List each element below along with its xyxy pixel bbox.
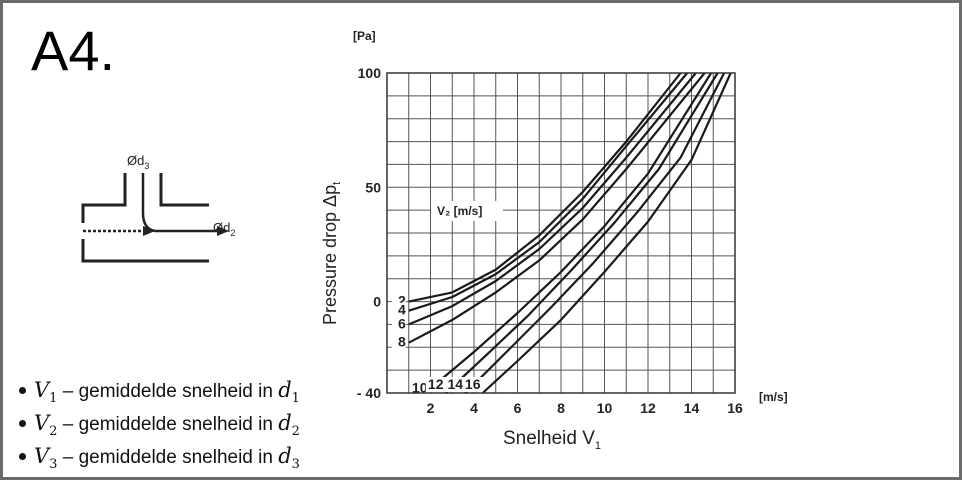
curve-label-backdrop <box>425 377 446 392</box>
curve-v2-4 <box>408 72 689 312</box>
curve-v2-10 <box>429 72 713 390</box>
plot-frame <box>386 72 736 394</box>
curve-label-16: 16 <box>465 376 481 392</box>
x-tick-label: 12 <box>640 400 656 416</box>
variable-legend: V1 – gemiddelde snelheid in d1 V2 – gemi… <box>15 375 300 474</box>
curve-label-backdrop <box>391 302 406 318</box>
curve-label-12: 12 <box>428 376 444 392</box>
x-tick-label: 10 <box>597 400 613 416</box>
branch-diameter-label: Ød3 <box>127 153 149 171</box>
x-unit-label: [m/s] <box>759 390 788 404</box>
curve-label-10: 10 <box>412 379 428 395</box>
y-tick-label: - 40 <box>357 385 381 401</box>
curve-label-backdrop <box>413 380 428 396</box>
flow-arrowhead <box>143 226 155 236</box>
y-tick-label: 50 <box>365 179 381 195</box>
grid <box>387 73 735 393</box>
x-tick-label: 14 <box>684 400 700 416</box>
curve-label-6: 6 <box>398 315 406 331</box>
curve-label-8: 8 <box>398 334 406 350</box>
curve-label-14: 14 <box>448 376 464 392</box>
x-tick-label: 8 <box>557 400 565 416</box>
y-axis-title: Pressure drop Δpt <box>320 182 343 325</box>
outlet-diameter-label: Ød2 <box>213 220 235 238</box>
curve-v2-16 <box>481 72 732 394</box>
curve-label-backdrop <box>445 377 466 392</box>
x-tick-label: 6 <box>514 400 522 416</box>
curve-label-4: 4 <box>398 302 406 318</box>
bullet-icon <box>19 386 26 394</box>
curve-label-backdrop <box>391 334 406 350</box>
branch-flow-line <box>141 173 156 233</box>
curve-v2-6 <box>408 72 697 326</box>
legend-item-v1: V1 – gemiddelde snelheid in d1 <box>15 375 300 408</box>
legend-item-v3: V3 – gemiddelde snelheid in d3 <box>15 441 300 474</box>
bullet-icon <box>19 452 26 460</box>
curves: 246 8 10 12 14 16 <box>391 72 732 396</box>
x-tick-label: 16 <box>727 400 743 416</box>
y-unit-label: [Pa] <box>353 29 376 43</box>
tee-outline <box>81 173 209 263</box>
curve-v2-14 <box>464 72 726 394</box>
x-tick-label: 2 <box>427 400 435 416</box>
curve-v2-8 <box>408 72 706 344</box>
curve-label-2: 2 <box>398 293 406 309</box>
curve-label-backdrop <box>391 316 406 332</box>
family-label-backdrop <box>431 201 503 221</box>
x-tick-label: 4 <box>470 400 478 416</box>
curve-label-backdrop <box>462 377 483 392</box>
curve-family-label: V₂ [m/s] <box>437 204 482 218</box>
y-tick-label: 0 <box>373 294 381 310</box>
curve-v2-12 <box>444 72 719 394</box>
tee-junction-diagram: Ød3 Ød2 <box>81 153 235 263</box>
curve-v2-2 <box>408 72 682 303</box>
slide-title: A4. <box>31 19 116 82</box>
y-tick-label: 100 <box>358 65 382 81</box>
outlet-arrowhead <box>217 226 229 236</box>
x-axis-title: Snelheid V1 <box>503 428 601 452</box>
legend-item-v2: V2 – gemiddelde snelheid in d2 <box>15 408 300 441</box>
bullet-icon <box>19 419 26 427</box>
